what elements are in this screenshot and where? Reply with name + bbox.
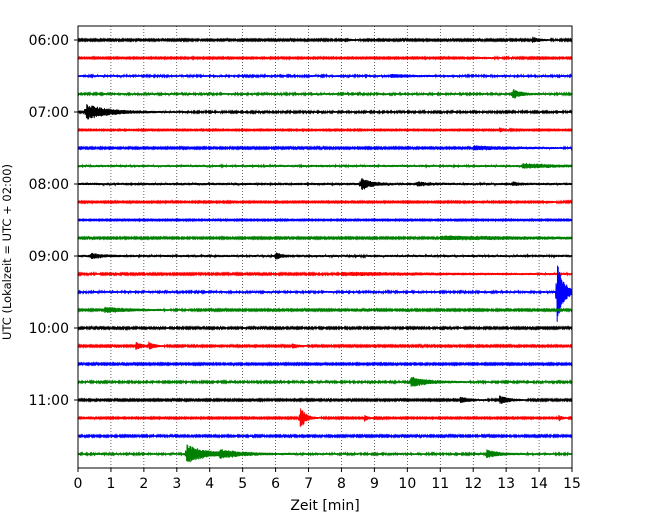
x-tick-label-12: 12 — [464, 476, 482, 492]
x-tick-label-1: 1 — [106, 476, 115, 492]
plot-frame — [77, 25, 573, 469]
trace-0945 — [77, 306, 573, 313]
y-tick-label-0: 06:00 — [29, 33, 69, 49]
x-tick-label-8: 8 — [337, 476, 346, 492]
trace-0745 — [77, 163, 573, 169]
trace-0730 — [77, 145, 573, 151]
y-axis: 06:00 07:00 08:00 09:00 10:00 11:00 — [29, 33, 78, 409]
trace-1115 — [77, 408, 573, 427]
y-tick-label-3: 09:00 — [29, 249, 69, 265]
trace-0645 — [77, 88, 573, 99]
x-tick-label-14: 14 — [530, 476, 548, 492]
trace-1000 — [77, 325, 573, 331]
trace-1015 — [77, 341, 573, 350]
trace-0915 — [77, 271, 573, 277]
x-axis-label: Zeit [min] — [290, 498, 359, 514]
x-tick-label-7: 7 — [304, 476, 313, 492]
x-tick-label-9: 9 — [370, 476, 379, 492]
trace-0815 — [77, 199, 573, 205]
x-tick-label-5: 5 — [238, 476, 247, 492]
trace-0830 — [77, 217, 573, 223]
trace-0630 — [77, 73, 573, 79]
y-tick-label-1: 07:00 — [29, 105, 69, 121]
x-tick-label-10: 10 — [398, 476, 416, 492]
trace-1030 — [77, 361, 573, 367]
y-tick-label-2: 08:00 — [29, 177, 69, 193]
trace-0700 — [77, 104, 573, 120]
x-tick-label-4: 4 — [205, 476, 214, 492]
trace-1130 — [77, 433, 573, 439]
trace-0715 — [77, 127, 573, 133]
x-axis: 0 1 2 3 4 5 6 7 8 9 10 11 12 13 14 15 — [74, 468, 581, 492]
x-tick-label-0: 0 — [74, 476, 83, 492]
x-tick-label-15: 15 — [563, 476, 581, 492]
x-tick-label-6: 6 — [271, 476, 280, 492]
x-tick-label-2: 2 — [139, 476, 148, 492]
y-tick-label-4: 10:00 — [29, 321, 69, 337]
trace-1100 — [77, 395, 573, 404]
trace-0600 — [77, 36, 573, 43]
x-tick-label-11: 11 — [431, 476, 449, 492]
trace-1045 — [77, 376, 573, 387]
trace-0900 — [77, 252, 573, 260]
trace-0800 — [77, 178, 573, 190]
trace-0615 — [77, 55, 573, 61]
y-tick-label-5: 11:00 — [29, 393, 69, 409]
x-tick-label-3: 3 — [172, 476, 181, 492]
x-tick-label-13: 13 — [497, 476, 515, 492]
trace-0845 — [77, 235, 573, 241]
trace-0930 — [77, 265, 573, 322]
trace-1145 — [77, 444, 573, 463]
trace-group — [77, 36, 573, 463]
y-axis-label: UTC (Lokalzeit = UTC + 02:00) — [0, 164, 14, 340]
